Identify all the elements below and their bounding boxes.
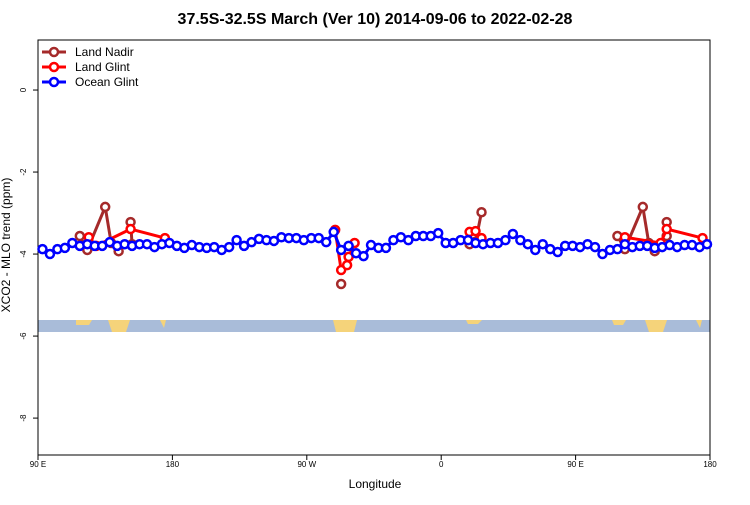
- data-point: [537, 238, 548, 250]
- legend-label: Ocean Glint: [75, 75, 139, 89]
- data-point: [313, 232, 324, 244]
- x-tick-label: 90 E: [567, 460, 583, 469]
- data-point: [612, 243, 623, 255]
- data-point: [515, 234, 526, 246]
- legend-label: Land Glint: [75, 60, 130, 74]
- data-point: [403, 234, 414, 246]
- data-point: [335, 244, 347, 256]
- data-point: [470, 225, 481, 237]
- data-point: [500, 234, 511, 246]
- data-point: [358, 250, 369, 262]
- y-tick-label: 0: [19, 87, 28, 92]
- data-point: [99, 201, 111, 213]
- data-point: [231, 234, 242, 246]
- data-point: [507, 228, 519, 240]
- data-point: [530, 244, 541, 256]
- data-point: [74, 230, 86, 242]
- data-point: [552, 246, 563, 258]
- map-strip: [38, 320, 710, 332]
- data-point: [476, 206, 487, 218]
- data-point: [59, 242, 71, 254]
- y-tick-label: -4: [19, 250, 28, 258]
- legend-marker: [48, 76, 60, 88]
- x-tick-label: 180: [703, 460, 717, 469]
- data-point: [343, 240, 354, 252]
- data-point: [37, 243, 48, 255]
- y-tick-label: -8: [19, 414, 28, 422]
- data-point: [432, 227, 444, 239]
- data-point: [597, 248, 608, 260]
- data-point: [44, 248, 56, 260]
- y-tick-label: -2: [19, 168, 28, 176]
- data-point: [335, 278, 347, 290]
- y-tick-label: -6: [19, 332, 28, 340]
- y-axis-label: XCO2 - MLO trend (ppm): [0, 178, 13, 313]
- data-point: [589, 241, 601, 253]
- data-point: [701, 238, 713, 250]
- data-point: [341, 259, 353, 271]
- data-point: [223, 241, 235, 253]
- data-point: [328, 226, 339, 238]
- x-tick-label: 90 W: [297, 460, 316, 469]
- data-point: [125, 223, 136, 235]
- data-point: [637, 201, 649, 213]
- data-point: [522, 238, 534, 250]
- x-axis-label: Longitude: [349, 477, 402, 491]
- legend-label: Land Nadir: [75, 45, 134, 59]
- legend-marker: [48, 46, 60, 58]
- x-tick-label: 0: [439, 460, 444, 469]
- chart-title: 37.5S-32.5S March (Ver 10) 2014-09-06 to…: [178, 11, 573, 28]
- data-point: [380, 242, 392, 254]
- data-point: [320, 236, 332, 248]
- data-point: [661, 223, 672, 235]
- x-tick-label: 180: [166, 460, 180, 469]
- legend-marker: [48, 61, 60, 73]
- x-tick-label: 90 E: [30, 460, 46, 469]
